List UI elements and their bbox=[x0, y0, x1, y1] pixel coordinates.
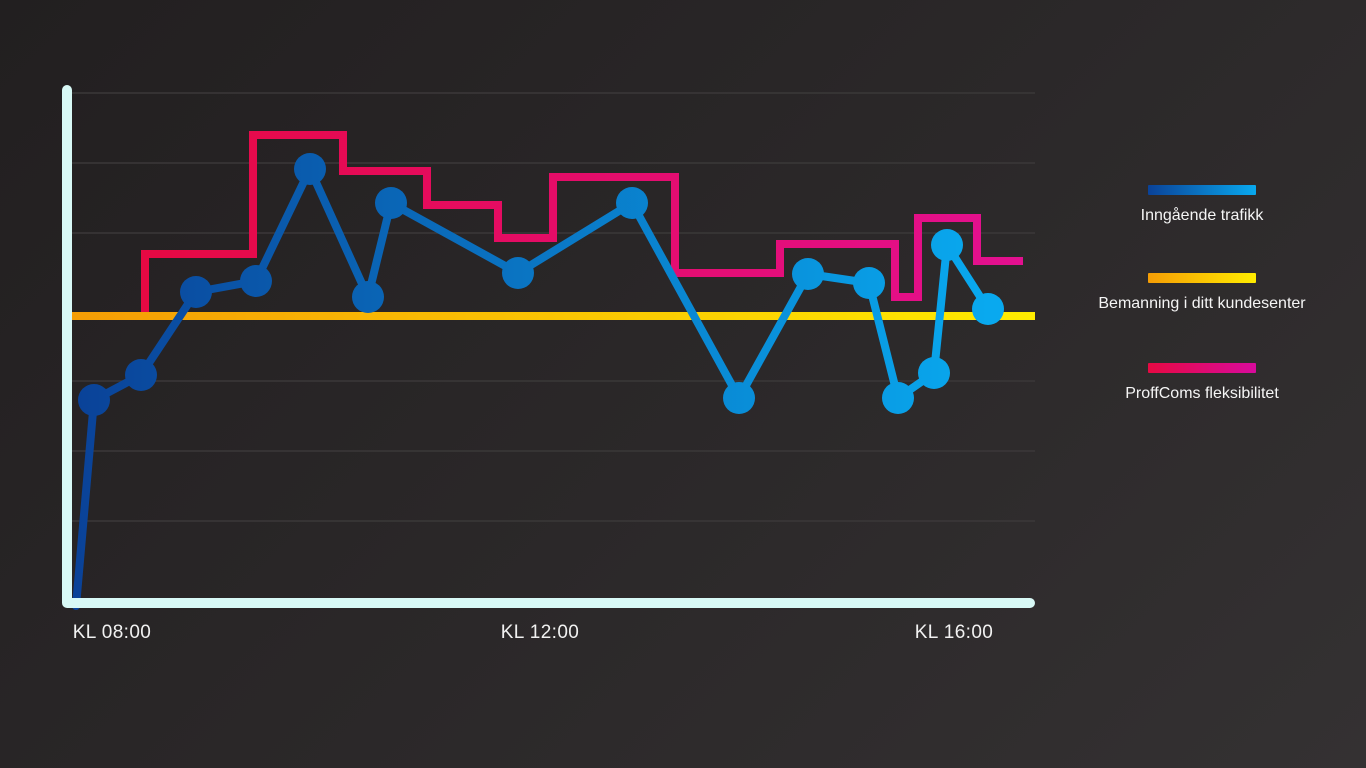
series-inbound-marker bbox=[125, 359, 157, 391]
x-axis-label-1600: KL 16:00 bbox=[914, 622, 994, 643]
series-inbound-marker bbox=[931, 229, 963, 261]
series-inbound-marker bbox=[352, 281, 384, 313]
series-inbound-marker bbox=[294, 153, 326, 185]
legend-item-flexibility: ProffComs fleksibilitet bbox=[1080, 363, 1324, 404]
series-inbound-marker bbox=[972, 293, 1004, 325]
series-inbound-marker bbox=[240, 265, 272, 297]
series-inbound-marker bbox=[792, 258, 824, 290]
series-inbound-marker bbox=[853, 267, 885, 299]
legend-swatch-pink bbox=[1148, 363, 1256, 373]
series-inbound-marker bbox=[918, 357, 950, 389]
series-inbound-marker bbox=[723, 382, 755, 414]
legend-item-staffing: Bemanning i ditt kundesenter bbox=[1080, 273, 1324, 314]
x-axis-label-1200: KL 12:00 bbox=[500, 622, 580, 643]
series-inbound-marker bbox=[882, 382, 914, 414]
series-flexibility-step-line bbox=[141, 131, 1023, 316]
legend-swatch-blue bbox=[1148, 185, 1256, 195]
legend-item-inbound-traffic: Inngående trafikk bbox=[1080, 185, 1324, 226]
axis-frame bbox=[62, 85, 1035, 608]
x-axis-label-0800: KL 08:00 bbox=[72, 622, 152, 643]
legend-label-inbound-traffic: Inngående trafikk bbox=[1140, 207, 1264, 224]
legend-label-staffing: Bemanning i ditt kundesenter bbox=[1098, 295, 1306, 312]
legend-label-flexibility: ProffComs fleksibilitet bbox=[1125, 385, 1279, 402]
series-inbound-marker bbox=[375, 187, 407, 219]
series-inbound-marker bbox=[502, 257, 534, 289]
series-inbound-marker bbox=[616, 187, 648, 219]
legend-swatch-yellow bbox=[1148, 273, 1256, 283]
series-inbound-marker bbox=[180, 276, 212, 308]
series-inbound-marker bbox=[78, 384, 110, 416]
